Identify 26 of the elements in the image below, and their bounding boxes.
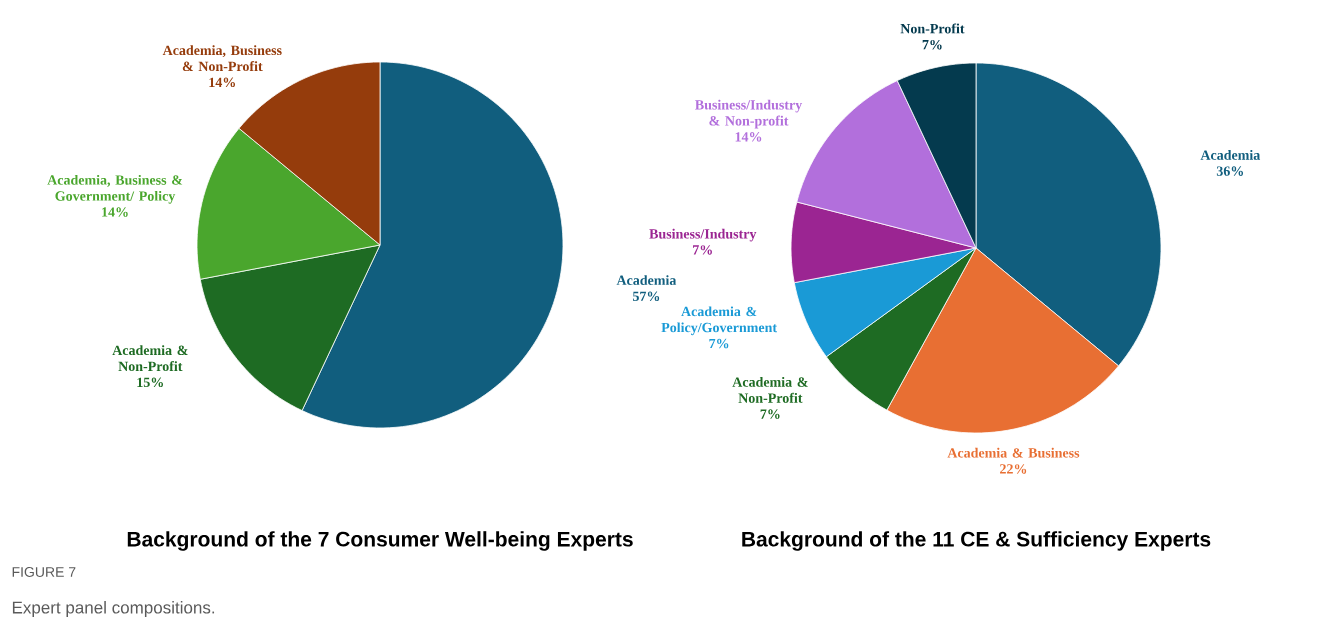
slice-label: Business/Industry: [649, 228, 757, 242]
slice-label: Academia & Business: [947, 447, 1080, 458]
data-label: 7%: [760, 409, 780, 419]
text: Background of the 11 CE & Sufficiency Experts: [742, 531, 1211, 551]
text: Expert panel compositions.: [12, 601, 215, 617]
data-label: 7%: [709, 338, 729, 349]
slice-label: Business/Industry & Non-profit: [695, 99, 803, 129]
data-label: 15%: [137, 377, 163, 388]
data-label: 22%: [1000, 464, 1027, 474]
caption: FIGURE 7: [12, 567, 76, 577]
slice-label: Non-Profit: [900, 23, 965, 34]
data-label: 7%: [693, 245, 712, 255]
slice-label: Academia & Non-Profit: [732, 376, 808, 403]
data-label: 14%: [735, 132, 762, 142]
slice-label: Academia & Policy/Government: [661, 306, 777, 336]
data-label: 14%: [102, 207, 128, 217]
slice-label: Academia & Non-Profit: [112, 345, 188, 372]
data-label: 57%: [632, 291, 660, 302]
data-label: 14%: [209, 77, 235, 88]
text: Background of the 7 Consumer Well-being Experts: [127, 531, 633, 551]
slice-label: Academia, Business & Government/ Policy: [47, 174, 183, 204]
slice-label: Academia: [1200, 149, 1261, 160]
slice-label: Academia: [616, 275, 677, 286]
data-label: 36%: [1216, 166, 1244, 176]
data-label: 7%: [922, 39, 942, 50]
slice-label: Academia, Business & Non-Profit: [162, 45, 282, 72]
